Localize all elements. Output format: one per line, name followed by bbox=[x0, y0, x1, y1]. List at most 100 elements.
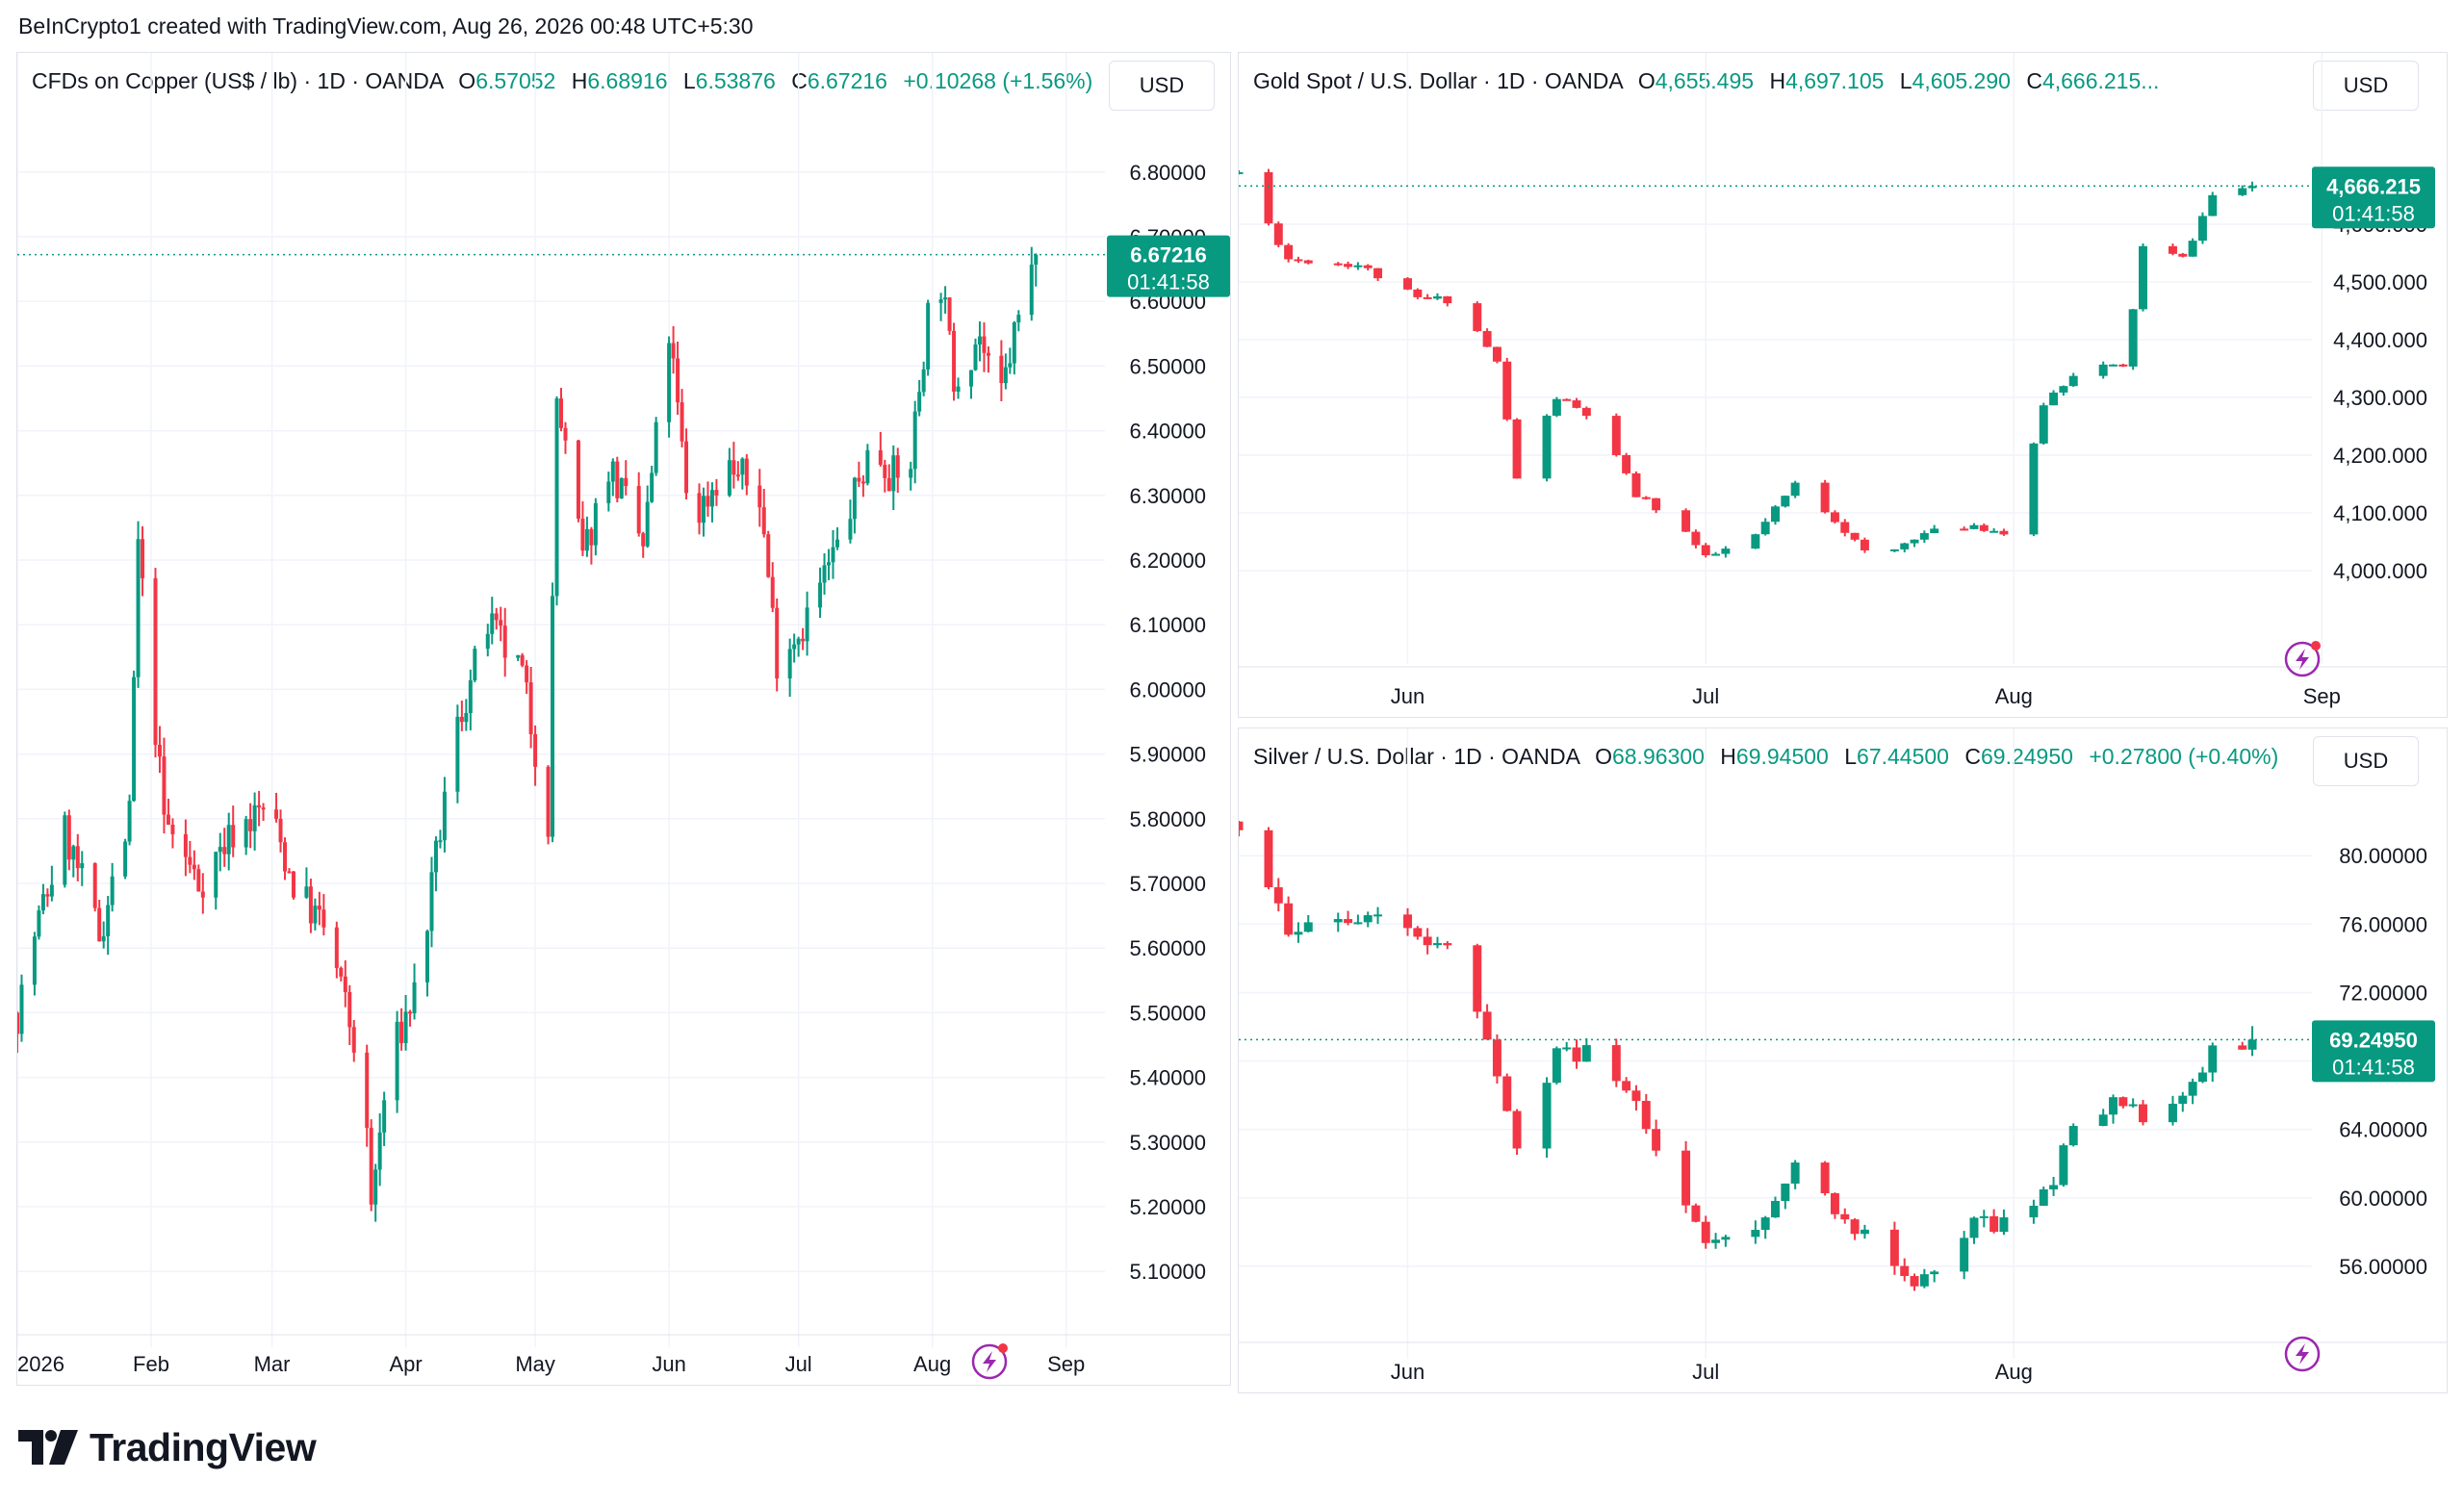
gold-candle-body bbox=[1303, 260, 1313, 264]
silver-candle-body bbox=[1889, 1229, 1899, 1266]
gold-candle bbox=[1492, 346, 1502, 364]
copper-x-axis[interactable]: 2026 Feb Mar Apr May Jun Jul Aug Sep bbox=[17, 1352, 1085, 1376]
gold-y-axis[interactable]: 4,600.0004,500.0004,400.0004,300.0004,20… bbox=[2333, 213, 2427, 583]
copper-candle bbox=[1016, 310, 1021, 332]
copper-candle bbox=[438, 830, 443, 849]
tradingview-logo[interactable]: TradingView bbox=[18, 1422, 317, 1472]
copper-candle-body bbox=[684, 441, 689, 494]
gold-candle-body bbox=[1264, 171, 1273, 224]
silver-candle bbox=[1373, 906, 1383, 925]
gold-candlestick-chart[interactable]: 4,600.0004,500.0004,400.0004,300.0004,20… bbox=[1239, 53, 2447, 717]
copper-candle-body bbox=[334, 927, 339, 968]
copper-candle bbox=[106, 896, 111, 956]
copper-open-label: O bbox=[458, 68, 476, 93]
copper-candle-body bbox=[727, 460, 732, 496]
gold-candle-body bbox=[1512, 419, 1522, 479]
copper-x-tick-label: Apr bbox=[389, 1352, 422, 1376]
copper-candle-body bbox=[766, 534, 771, 577]
copper-candle-body bbox=[17, 1012, 19, 1034]
lightning-icon[interactable] bbox=[2284, 1336, 2321, 1372]
copper-candle-body bbox=[947, 297, 952, 331]
gold-candle bbox=[1969, 523, 1979, 530]
gold-candle-body bbox=[2247, 186, 2257, 189]
silver-candle-body bbox=[2098, 1114, 2108, 1127]
copper-candle-body bbox=[956, 386, 961, 392]
copper-candle bbox=[796, 636, 801, 657]
copper-candle bbox=[886, 464, 891, 492]
gold-candle-body bbox=[1889, 549, 1899, 551]
gold-candle bbox=[2068, 372, 2078, 387]
copper-close: 6.67216 bbox=[807, 68, 887, 93]
copper-candle-body bbox=[80, 863, 85, 869]
copper-y-tick-label: 5.20000 bbox=[1129, 1195, 1206, 1219]
copper-candle bbox=[257, 790, 262, 827]
gold-candle bbox=[1820, 479, 1830, 514]
silver-candle-body bbox=[1502, 1076, 1512, 1111]
silver-candle bbox=[1344, 910, 1353, 926]
copper-y-axis[interactable]: 6.800006.700006.600006.500006.400006.300… bbox=[1129, 161, 1206, 1284]
lightning-icon[interactable] bbox=[2284, 641, 2321, 677]
copper-candle bbox=[528, 666, 533, 749]
copper-candle-body bbox=[732, 460, 736, 475]
silver-candle bbox=[1652, 1119, 1661, 1157]
copper-candle bbox=[697, 483, 702, 535]
copper-candle bbox=[559, 388, 563, 432]
copper-candle bbox=[968, 370, 973, 399]
silver-candle bbox=[1433, 936, 1442, 949]
copper-chart-panel[interactable]: CFDs on Copper (US$ / lb) · 1D · OANDA O… bbox=[16, 52, 1231, 1386]
copper-candle-body bbox=[909, 469, 913, 478]
silver-candle-body bbox=[2128, 1104, 2138, 1107]
copper-candle bbox=[226, 812, 231, 871]
silver-currency-button[interactable]: USD bbox=[2313, 736, 2419, 786]
silver-candle bbox=[1562, 1041, 1572, 1052]
copper-candle bbox=[865, 444, 870, 486]
copper-candle-body bbox=[740, 458, 745, 475]
silver-y-axis[interactable]: 80.0000076.0000072.0000068.0000064.00000… bbox=[2339, 844, 2427, 1279]
gold-x-axis[interactable]: Jun Jul Aug Sep bbox=[1391, 684, 2341, 708]
gold-candle bbox=[1781, 495, 1790, 508]
silver-candle-body bbox=[2238, 1045, 2247, 1050]
gold-candle-body bbox=[1771, 506, 1780, 523]
silver-x-axis[interactable]: Jun Jul Aug bbox=[1391, 1360, 2033, 1384]
gold-candles bbox=[1239, 168, 2257, 558]
gold-chart-panel[interactable]: Gold Spot / U.S. Dollar · 1D · OANDA O4,… bbox=[1238, 52, 2448, 718]
copper-candlestick-chart[interactable]: 6.800006.700006.600006.500006.400006.300… bbox=[17, 53, 1230, 1385]
gold-candle-body bbox=[2068, 375, 2078, 387]
silver-legend: Silver / U.S. Dollar · 1D · OANDA O68.96… bbox=[1253, 744, 2278, 770]
copper-candle-body bbox=[183, 833, 188, 857]
silver-candle bbox=[2238, 1041, 2247, 1050]
copper-candle-body bbox=[157, 744, 162, 757]
gold-price-badge-value: 4,666.215 bbox=[2326, 174, 2421, 198]
silver-low-label: L bbox=[1844, 744, 1858, 769]
copper-y-tick-label: 6.50000 bbox=[1129, 354, 1206, 378]
silver-candle bbox=[2208, 1042, 2218, 1083]
silver-candle bbox=[1413, 926, 1423, 940]
silver-candle bbox=[1482, 1004, 1492, 1040]
silver-candle-body bbox=[1919, 1274, 1929, 1287]
gold-candle-body bbox=[2039, 405, 2048, 444]
lightning-icon[interactable] bbox=[971, 1343, 1008, 1380]
copper-candle-body bbox=[822, 565, 827, 583]
gold-currency-button[interactable]: USD bbox=[2313, 61, 2419, 111]
silver-candle bbox=[2039, 1187, 2048, 1207]
copper-candle bbox=[455, 704, 460, 804]
copper-candle bbox=[947, 296, 952, 335]
silver-chart-panel[interactable]: Silver / U.S. Dollar · 1D · OANDA O68.96… bbox=[1238, 727, 2448, 1393]
copper-candle-body bbox=[999, 355, 1004, 384]
silver-candle-body bbox=[1721, 1237, 1731, 1240]
copper-candle-body bbox=[196, 869, 201, 892]
copper-candle bbox=[40, 883, 45, 915]
copper-candle bbox=[792, 633, 797, 663]
copper-currency-button[interactable]: USD bbox=[1109, 61, 1215, 111]
copper-candle bbox=[403, 994, 408, 1051]
silver-candle-body bbox=[1900, 1265, 1910, 1277]
silver-candle bbox=[1363, 911, 1373, 928]
copper-candle bbox=[706, 481, 710, 517]
copper-candle-body bbox=[714, 490, 719, 496]
copper-y-tick-label: 5.30000 bbox=[1129, 1131, 1206, 1155]
silver-candle bbox=[1631, 1085, 1641, 1111]
copper-candle-body bbox=[123, 841, 128, 877]
gold-candle bbox=[2178, 252, 2188, 258]
gold-candle-body bbox=[2208, 194, 2218, 217]
silver-candlestick-chart[interactable]: 80.0000076.0000072.0000068.0000064.00000… bbox=[1239, 728, 2447, 1392]
